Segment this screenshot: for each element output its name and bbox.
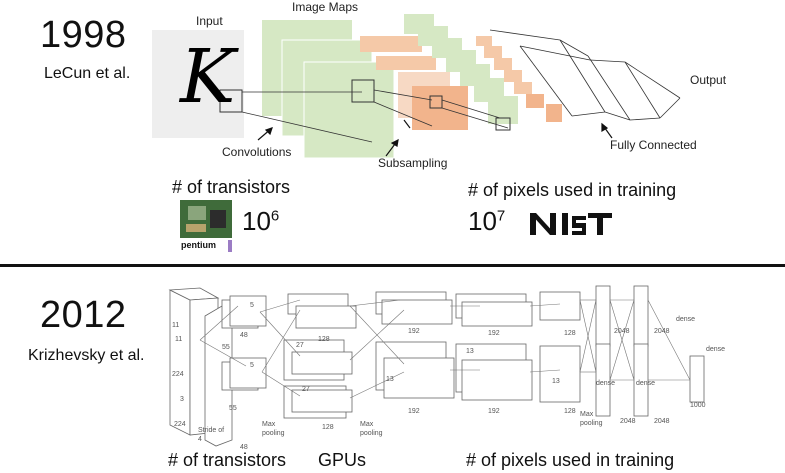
- dim-label: 48: [240, 444, 248, 451]
- receptive-field: [429, 95, 443, 109]
- dim-label: 27: [302, 386, 310, 393]
- dim-label: 224: [172, 371, 184, 378]
- subsample-map: [526, 94, 544, 108]
- dim-label: 13: [552, 378, 560, 385]
- conv-block: [539, 345, 581, 403]
- dim-label: 192: [408, 328, 420, 335]
- dim-label: 128: [318, 336, 330, 343]
- section-divider: [0, 264, 785, 267]
- fully-connected-label: Fully Connected: [610, 138, 697, 152]
- dense-layer: [633, 285, 649, 347]
- pixels-value-1998: 107: [468, 206, 506, 236]
- pentium-chip-image: [180, 200, 232, 254]
- dim-label: 27: [296, 342, 304, 349]
- dim-label: 5: [250, 302, 254, 309]
- conv-block: [383, 357, 455, 399]
- dim-label: 128: [564, 408, 576, 415]
- maxpool-label: Max pooling: [262, 421, 285, 437]
- dense-label: dense: [636, 380, 656, 387]
- dim-label: 11: [175, 336, 183, 343]
- conv-block: [295, 305, 357, 329]
- dim-label: 55: [229, 405, 237, 412]
- dense-label: dense: [706, 346, 726, 353]
- dim-label: 224: [174, 421, 186, 428]
- conv-block: [291, 389, 353, 413]
- dense-label: dense: [596, 380, 616, 387]
- input-label: Input: [196, 14, 223, 28]
- subsample-map: [514, 82, 532, 94]
- input-glyph: K: [180, 34, 236, 120]
- subsample-map: [504, 70, 522, 82]
- subsample-map: [546, 104, 562, 122]
- subsample-map: [360, 36, 422, 52]
- image-maps-label: Image Maps: [292, 0, 359, 14]
- gpus-label: GPUs: [318, 450, 367, 470]
- dim-label: 48: [240, 332, 248, 339]
- receptive-field: [219, 89, 243, 113]
- dim-label: 2048: [620, 418, 636, 425]
- conv-block: [461, 359, 533, 401]
- dim-label: 1000: [690, 402, 706, 409]
- dim-label: 128: [564, 330, 576, 337]
- conv-block: [229, 357, 267, 389]
- feature-map: [303, 61, 395, 159]
- dim-label: 3: [180, 396, 184, 403]
- dim-label: 192: [408, 408, 420, 415]
- conv-block: [381, 299, 453, 325]
- subsample-map: [484, 46, 502, 58]
- maxpool-label: Max pooling: [580, 411, 603, 427]
- subsampling-label: Subsampling: [378, 156, 448, 170]
- stride-label: Stride of 4: [198, 427, 225, 443]
- convolutions-label: Convolutions: [222, 145, 292, 159]
- dense-label: dense: [676, 316, 696, 323]
- nist-logo: [530, 213, 612, 235]
- dim-label: 2048: [614, 328, 630, 335]
- subsample-map: [476, 36, 492, 46]
- dense-layer: [595, 285, 611, 347]
- year-1998: 1998: [40, 14, 127, 56]
- pentium-label: pentium: [181, 240, 216, 250]
- transistors-label-1998: # of transistors: [172, 177, 291, 197]
- dim-label: 192: [488, 330, 500, 337]
- dim-label: 128: [322, 424, 334, 431]
- dim-label: 2048: [654, 418, 670, 425]
- input-volume: [169, 289, 191, 436]
- dim-label: 11: [172, 322, 180, 329]
- author-krizhevsky: Krizhevsky et al.: [28, 347, 145, 364]
- conv-block: [291, 351, 353, 375]
- transistors-value-1998: 106: [242, 206, 280, 236]
- feature-map: [488, 96, 518, 124]
- author-lecun: LeCun et al.: [44, 65, 131, 82]
- dim-label: 5: [250, 362, 254, 369]
- subsample-map: [376, 56, 436, 70]
- pixels-label-1998: # of pixels used in training: [468, 180, 677, 200]
- dim-label: 2048: [654, 328, 670, 335]
- pixels-label-2012: # of pixels used in training: [466, 450, 675, 470]
- conv-block: [461, 301, 533, 327]
- conv-block: [539, 291, 581, 321]
- input-image: [152, 30, 244, 138]
- transistors-label-2012: # of transistors: [168, 450, 287, 470]
- output-label: Output: [690, 73, 727, 87]
- receptive-field: [351, 79, 375, 103]
- dim-label: 192: [488, 408, 500, 415]
- dim-label: 13: [466, 348, 474, 355]
- dense-layer: [689, 355, 705, 403]
- conv-block: [229, 295, 267, 327]
- subsample-map: [494, 58, 512, 70]
- year-2012: 2012: [40, 294, 127, 336]
- dim-label: 13: [386, 376, 394, 383]
- maxpool-label: Max pooling: [360, 421, 383, 437]
- dim-label: 55: [222, 344, 230, 351]
